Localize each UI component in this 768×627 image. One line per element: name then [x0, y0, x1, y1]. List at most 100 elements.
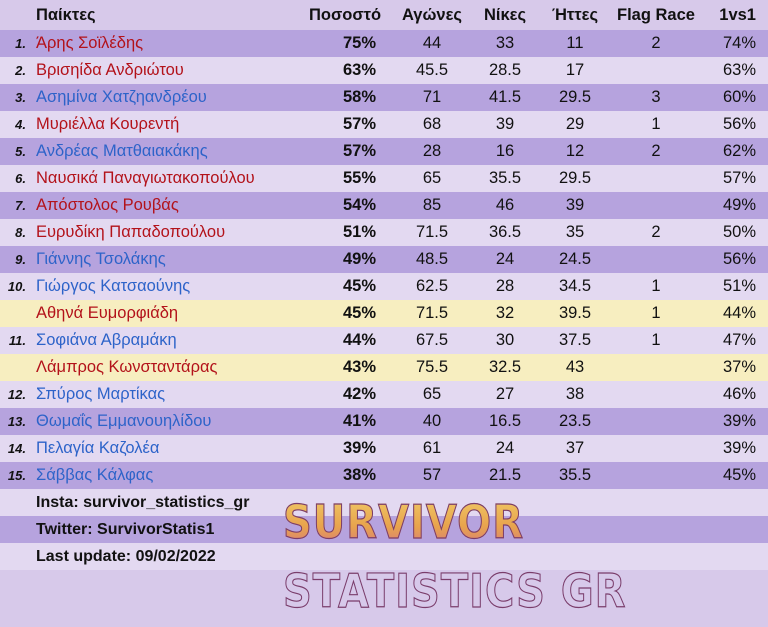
table-row: 11. Σοφιάνα Αβραμάκη 44% 67.5 30 37.5 1 47% — [0, 327, 768, 354]
flag-race-count: 3 — [651, 88, 661, 106]
player-name: Πελαγία Καζολέα — [36, 439, 160, 457]
one-vs-one-percentage: 45% — [722, 466, 756, 484]
win-percentage: 75% — [342, 34, 376, 52]
player-rank: 8. — [15, 225, 26, 240]
player-name: Σοφιάνα Αβραμάκη — [36, 331, 177, 349]
player-rank: 7. — [15, 198, 26, 213]
wins-count: 46 — [495, 196, 515, 214]
one-vs-one-percentage: 46% — [722, 385, 756, 403]
wins-count: 16 — [495, 142, 515, 160]
player-rank: 11. — [8, 333, 26, 348]
games-played: 71.5 — [415, 223, 449, 241]
games-played: 28 — [422, 142, 442, 160]
one-vs-one-percentage: 56% — [722, 115, 756, 133]
flag-race-count: 1 — [651, 304, 661, 322]
player-name: Ανδρέας Ματθαιακάκης — [36, 142, 208, 160]
win-percentage: 58% — [342, 88, 376, 106]
stats-table: Παίκτες Ποσοστό Αγώνες Νίκες Ήττες Flag … — [0, 6, 768, 570]
player-name: Απόστολος Ρουβάς — [36, 196, 179, 214]
player-rank: 6. — [15, 171, 26, 186]
player-name: Θωμαΐς Εμμανουηλίδου — [36, 412, 212, 430]
player-name: Μυριέλλα Κουρεντή — [36, 115, 180, 133]
table-row: 6. Ναυσικά Παναγιωτακοπούλου 55% 65 35.5 29.5… — [0, 165, 768, 192]
losses-count: 37 — [565, 439, 585, 457]
one-vs-one-percentage: 56% — [722, 250, 756, 268]
games-played: 48.5 — [415, 250, 449, 268]
losses-count: 24.5 — [558, 250, 592, 268]
wins-count: 27 — [495, 385, 515, 403]
player-rank: 10. — [7, 279, 26, 294]
wins-count: 16.5 — [488, 412, 522, 430]
losses-count: 35 — [565, 223, 585, 241]
wins-count: 24 — [495, 250, 515, 268]
flag-race-count: 1 — [651, 331, 661, 349]
losses-count: 11 — [566, 34, 584, 52]
wins-count: 28 — [495, 277, 515, 295]
wins-count: 36.5 — [488, 223, 522, 241]
one-vs-one-percentage: 74% — [722, 34, 756, 52]
win-percentage: 45% — [342, 304, 376, 322]
games-played: 71.5 — [415, 304, 449, 322]
player-name: Γιάννης Τσολάκης — [36, 250, 166, 268]
losses-count: 23.5 — [558, 412, 592, 430]
games-played: 85 — [422, 196, 442, 214]
losses-count: 39.5 — [558, 304, 592, 322]
player-rank: 1. — [15, 36, 26, 51]
player-rank: 12. — [7, 387, 26, 402]
win-percentage: 43% — [342, 358, 376, 376]
header-games: Αγώνες — [402, 6, 463, 24]
wins-count: 32 — [495, 304, 515, 322]
losses-count: 39 — [565, 196, 585, 214]
losses-count: 29.5 — [558, 88, 592, 106]
player-rank: 2. — [15, 63, 26, 78]
games-played: 65 — [422, 169, 442, 187]
table-row: 1. Άρης Σοϊλέδης 75% 44 33 11 2 74% — [0, 30, 768, 57]
player-rank: 3. — [15, 90, 26, 105]
wins-count: 32.5 — [488, 358, 522, 376]
flag-race-count: 1 — [651, 115, 661, 133]
win-percentage: 44% — [342, 331, 376, 349]
player-name: Ασημίνα Χατζηανδρέου — [36, 88, 207, 106]
player-rank: 4. — [15, 117, 26, 132]
table-body: 1. Άρης Σοϊλέδης 75% 44 33 11 2 74% 2. Βρισηίδα Α… — [0, 30, 768, 489]
games-played: 75.5 — [415, 358, 449, 376]
player-name: Σπύρος Μαρτίκας — [36, 385, 166, 403]
player-name: Λάμπρος Κωνσταντάρας — [36, 358, 218, 376]
one-vs-one-percentage: 39% — [722, 439, 756, 457]
flag-race-count: 2 — [651, 142, 661, 160]
wins-count: 24 — [495, 439, 515, 457]
one-vs-one-percentage: 39% — [722, 412, 756, 430]
losses-count: 37.5 — [558, 331, 592, 349]
games-played: 68 — [422, 115, 442, 133]
footer-insta: Insta: survivor_statistics_gr — [0, 489, 768, 516]
win-percentage: 57% — [342, 142, 376, 160]
wins-count: 39 — [495, 115, 515, 133]
win-percentage: 54% — [342, 196, 376, 214]
player-rank: 9. — [15, 252, 26, 267]
win-percentage: 51% — [342, 223, 376, 241]
losses-count: 38 — [565, 385, 585, 403]
player-name: Γιώργος Κατσαούνης — [36, 277, 191, 295]
games-played: 44 — [422, 34, 442, 52]
one-vs-one-percentage: 57% — [722, 169, 756, 187]
losses-count: 43 — [565, 358, 585, 376]
brand-logo: SURVIVOR STATISTICS GR — [283, 489, 753, 619]
win-percentage: 42% — [342, 385, 376, 403]
one-vs-one-percentage: 44% — [722, 304, 756, 322]
player-rank: 15. — [7, 468, 26, 483]
player-rank: 13. — [7, 414, 26, 429]
flag-race-count: 2 — [651, 34, 661, 52]
losses-count: 34.5 — [558, 277, 592, 295]
games-played: 45.5 — [415, 61, 449, 79]
win-percentage: 49% — [342, 250, 376, 268]
losses-count: 29.5 — [558, 169, 592, 187]
win-percentage: 41% — [342, 412, 376, 430]
games-played: 62.5 — [415, 277, 449, 295]
table-row: 12. Σπύρος Μαρτίκας 42% 65 27 38 46% — [0, 381, 768, 408]
games-played: 57 — [422, 466, 442, 484]
header-players: Παίκτες — [36, 6, 96, 24]
footer-last-update: Last update: 09/02/2022 — [0, 543, 768, 570]
header-wins: Νίκες — [483, 6, 527, 24]
player-rank: 14. — [7, 441, 26, 456]
losses-count: 17 — [565, 61, 585, 79]
